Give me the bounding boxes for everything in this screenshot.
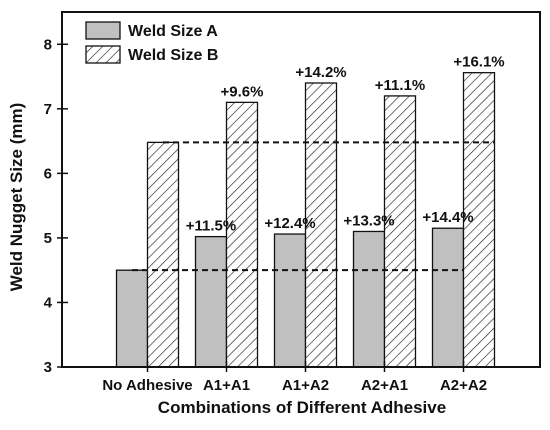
bar-weld-size-a: [431, 227, 465, 368]
data-label: +11.5%: [186, 218, 236, 235]
bar-weld-size-b: [225, 101, 259, 368]
bar-weld-size-b: [462, 72, 496, 368]
data-label: +11.1%: [375, 77, 425, 94]
plot-area: 3 4 5 6 7 8 +11.5% +12.4% +13.3% +14.4% +9.6% +14.2…: [44, 11, 541, 394]
bar-weld-size-b: [304, 82, 338, 368]
bar-weld-size-a: [115, 269, 149, 368]
bar-weld-size-a: [194, 235, 228, 368]
y-axis-title: Weld Nugget Size (mm): [7, 103, 26, 292]
legend-label: Weld Size B: [128, 47, 218, 64]
bar-weld-size-b: [383, 95, 417, 368]
y-tick-label: 6: [44, 165, 52, 182]
data-label: +13.3%: [343, 212, 394, 229]
bar-weld-size-a: [352, 230, 386, 368]
bar-weld-size-a: [273, 233, 307, 368]
x-tick-label: A2+A1: [361, 377, 408, 394]
legend-label: Weld Size A: [128, 23, 218, 40]
legend-swatch-weld-size-a: [85, 21, 121, 40]
y-tick-label: 5: [44, 230, 52, 247]
legend: Weld Size A Weld Size B: [85, 21, 218, 64]
data-label: +12.4%: [264, 215, 315, 232]
data-label: +14.2%: [295, 64, 346, 81]
x-tick-label: A1+A2: [282, 377, 329, 394]
y-tick-label: 4: [44, 294, 53, 311]
legend-swatch-weld-size-b: [85, 45, 121, 64]
bar-weld-size-b: [146, 141, 180, 368]
y-tick-label: 8: [44, 36, 52, 53]
x-tick-label: A1+A1: [203, 377, 250, 394]
data-label: +16.1%: [453, 54, 504, 71]
data-label: +14.4%: [422, 209, 473, 226]
plot-frame: [61, 11, 541, 368]
data-label: +9.6%: [221, 83, 264, 100]
x-tick-label: No Adhesive: [102, 377, 192, 394]
x-tick-label: A2+A2: [440, 377, 487, 394]
y-tick-label: 3: [44, 359, 52, 376]
y-tick-label: 7: [44, 101, 52, 118]
x-axis-title: Combinations of Different Adhesive: [158, 398, 446, 417]
